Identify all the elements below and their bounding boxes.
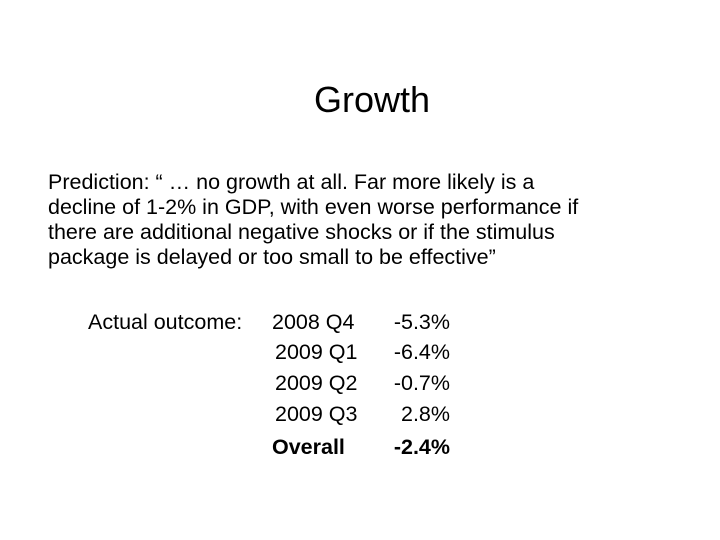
outcome-label: Actual outcome: — [88, 310, 243, 334]
outcome-period: 2009 Q3 — [275, 402, 358, 426]
outcome-value: -5.3% — [393, 310, 450, 334]
prediction-line: there are additional negative shocks or … — [48, 220, 555, 244]
outcome-value: -6.4% — [393, 340, 450, 364]
outcome-value: -2.4% — [393, 435, 450, 459]
outcome-value: 2.8% — [400, 402, 450, 426]
outcome-period: Overall — [272, 435, 345, 459]
slide-title: Growth — [313, 79, 431, 120]
outcome-value: -0.7% — [393, 371, 450, 395]
outcome-period: 2008 Q4 — [272, 310, 355, 334]
prediction-line: package is delayed or too small to be ef… — [48, 245, 496, 269]
prediction-line: decline of 1-2% in GDP, with even worse … — [48, 195, 579, 219]
prediction-line: Prediction: “ … no growth at all. Far mo… — [48, 170, 535, 194]
outcome-period: 2009 Q2 — [275, 371, 358, 395]
outcome-period: 2009 Q1 — [275, 340, 358, 364]
